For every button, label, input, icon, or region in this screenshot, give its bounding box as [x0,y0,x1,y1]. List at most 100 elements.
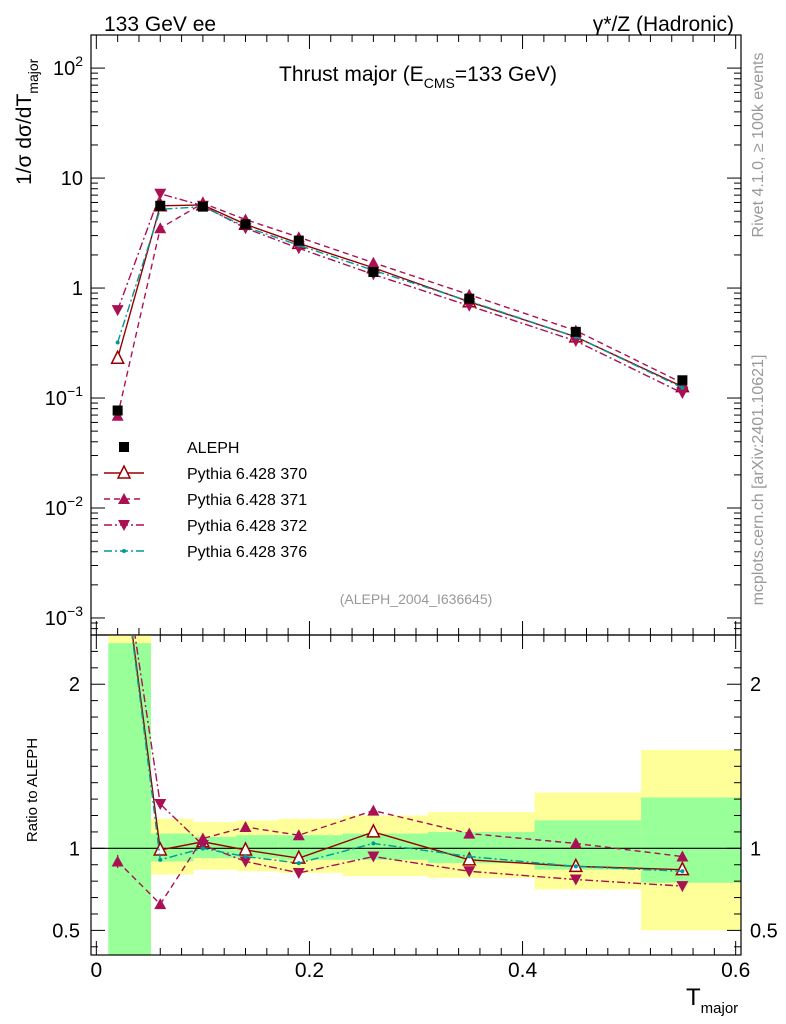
title-end: =133 GeV) [455,63,557,86]
data-point [293,235,304,246]
ratio-bands [108,635,741,955]
ratio-series-point [367,804,380,816]
title-main: Thrust major (E [279,63,424,86]
ratio-series-point [243,854,248,859]
ratio-y-tick-label-right: 1 [750,838,761,860]
series-point [154,222,167,234]
ratio-series-point [371,841,376,846]
legend-label: Pythia 6.428 372 [187,518,307,535]
y-tick-label: 1 [72,278,83,300]
y-tick-label: 102 [53,53,83,80]
ratio-y-tick-label-right: 0.5 [750,920,778,942]
legend-marker [118,493,130,504]
y-tick-label: 10−3 [45,603,83,630]
green-band [278,835,343,860]
ratio-y-tick-label-left: 1 [69,838,80,860]
main-series [110,188,690,421]
data-point [570,326,581,337]
legend-label-aleph: ALEPH [187,440,239,457]
ratio-series-point [680,869,685,874]
x-axis-label: Tmajor [686,984,738,1017]
x-tick-label: 0.2 [295,959,324,982]
y-tick-label: 10−1 [45,383,83,410]
ratio-series-line [117,809,683,906]
ratio-y-tick-label-right: 2 [750,674,761,696]
title-sub: CMS [424,75,455,91]
ratio-series-point [292,829,305,841]
ylabel-main: 1/σ dσ/dT [13,94,36,185]
series-line [116,204,683,388]
ratio-series-point [676,850,689,862]
ratio-y-axis-label: Ratio to ALEPH [24,738,41,842]
ratio-series-point [239,821,252,832]
ratio-series-line [134,635,683,887]
legend: ALEPH Pythia 6.428 370 Pythia 6.428 371 Pyt… [104,440,307,561]
x-tick-label: 0.4 [508,959,538,982]
ratio-series-point [154,898,167,910]
data-point [112,405,123,416]
ratio-series [111,635,690,910]
ratio-series-point [367,851,380,863]
main-y-axis-label: 1/σ dσ/dTmajor [13,58,41,185]
xlabel-sub: major [701,1000,739,1017]
legend-marker [118,520,130,531]
ratio-series-point [463,827,476,839]
series-line [116,192,683,394]
data-point [368,266,379,277]
series-line [116,202,683,416]
x-tick-label: 0 [90,959,102,982]
legend-label: Pythia 6.428 370 [187,466,307,483]
y-tick-label: 10 [61,168,83,190]
legend-marker [116,464,132,479]
legend-label: Pythia 6.428 371 [187,492,307,509]
series-line [116,205,683,389]
xlabel-main: T [686,984,701,1011]
data-point [677,375,688,386]
series-point [676,388,689,400]
green-band [641,797,741,883]
series-point [111,305,124,317]
series-point [154,188,167,200]
green-band [428,831,535,864]
rivet-version-label: Rivet 4.1.0, ≥ 100k events [750,53,767,238]
analysis-tag: (ALEPH_2004_I636645) [340,591,493,607]
data-point [240,219,251,230]
ylabel-sub: major [25,58,41,93]
ratio-series-point [463,866,476,878]
ratio-series-point [573,864,578,869]
svg-text:1/σ dσ/dTmajor: 1/σ dσ/dTmajor [13,58,41,185]
x-tick-label: 0.6 [721,959,750,982]
ratio-series-point [366,823,381,838]
ratio-series-point [569,874,582,886]
ratio-series-point [196,840,209,852]
ratio-series-point [296,861,301,866]
data-point [464,293,475,304]
ratio-y-tick-label-left: 2 [69,674,80,696]
series-point [367,256,380,268]
series-point [680,385,685,390]
ratio-series-point [467,854,472,859]
data-point [197,201,208,212]
mcplots-label: mcplots.cern.ch [arXiv:2401.10621] [750,355,767,606]
header-process-label: γ*/Z (Hadronic) [593,13,734,36]
main-plot-panel: 102 10 1 10−1 10−2 10−3 [45,34,742,955]
main-plot-title: Thrust major (ECMS=133 GeV) [279,63,557,91]
data-point [155,200,166,211]
ratio-series-point [569,837,582,849]
green-band [108,643,151,955]
ratio-series-point [154,799,167,811]
legend-marker-aleph [119,442,129,452]
ratio-series-point [158,857,163,862]
series-point [110,349,125,364]
header-energy-label: 133 GeV ee [104,13,216,36]
legend-marker [122,549,126,553]
series-point [115,340,120,345]
ratio-series-point [200,846,205,851]
ratio-series-point [239,856,252,868]
y-tick-label: 10−2 [45,493,83,520]
legend-label: Pythia 6.428 376 [187,544,307,561]
ratio-y-tick-label-left: 0.5 [52,920,80,942]
ratio-plot-panel: 0 0.2 0.4 0.60.5 0.51 12 2 [52,634,778,982]
ratio-frame [90,634,742,956]
